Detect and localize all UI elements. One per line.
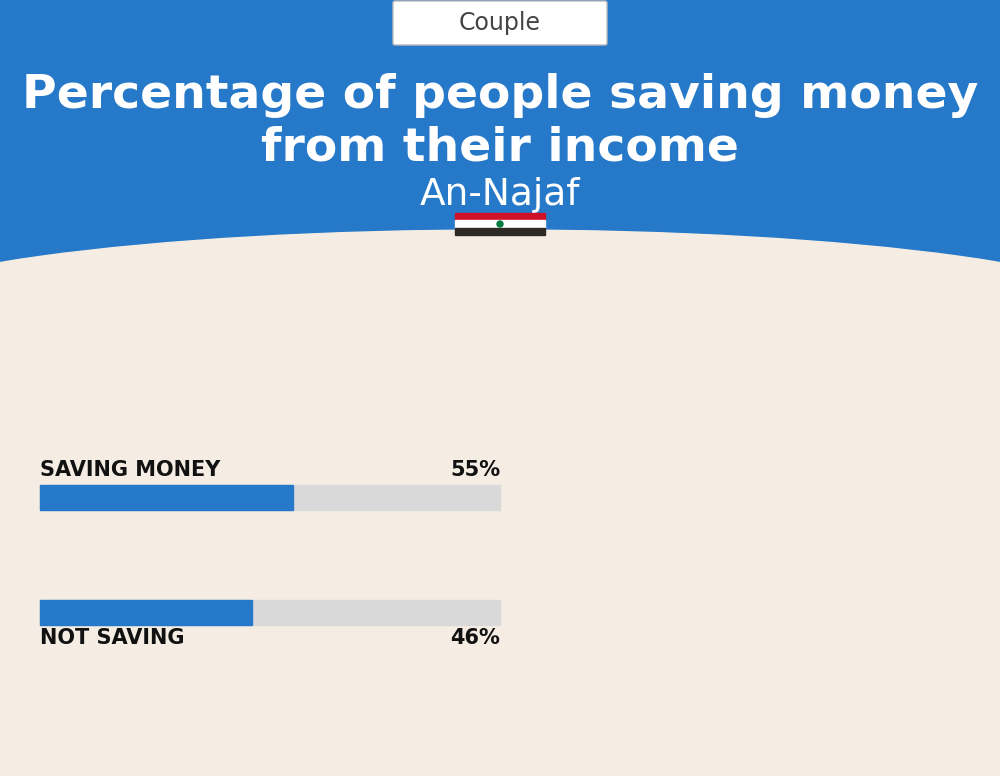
Text: 55%: 55% bbox=[450, 460, 500, 480]
Bar bbox=[40, 485, 500, 510]
Bar bbox=[0, 0, 1000, 320]
Text: from their income: from their income bbox=[261, 126, 739, 171]
Ellipse shape bbox=[0, 230, 1000, 410]
Bar bbox=[455, 213, 545, 220]
Text: An-Najaf: An-Najaf bbox=[420, 177, 580, 213]
Text: Couple: Couple bbox=[459, 11, 541, 35]
Text: SAVING MONEY: SAVING MONEY bbox=[40, 460, 220, 480]
FancyBboxPatch shape bbox=[393, 1, 607, 45]
Bar bbox=[40, 600, 252, 625]
Text: 46%: 46% bbox=[450, 628, 500, 648]
Bar bbox=[40, 600, 500, 625]
Bar bbox=[40, 485, 293, 510]
Text: NOT SAVING: NOT SAVING bbox=[40, 628, 184, 648]
Circle shape bbox=[497, 221, 503, 227]
Bar bbox=[455, 220, 545, 227]
Bar bbox=[455, 227, 545, 235]
Text: Percentage of people saving money: Percentage of people saving money bbox=[22, 72, 978, 117]
